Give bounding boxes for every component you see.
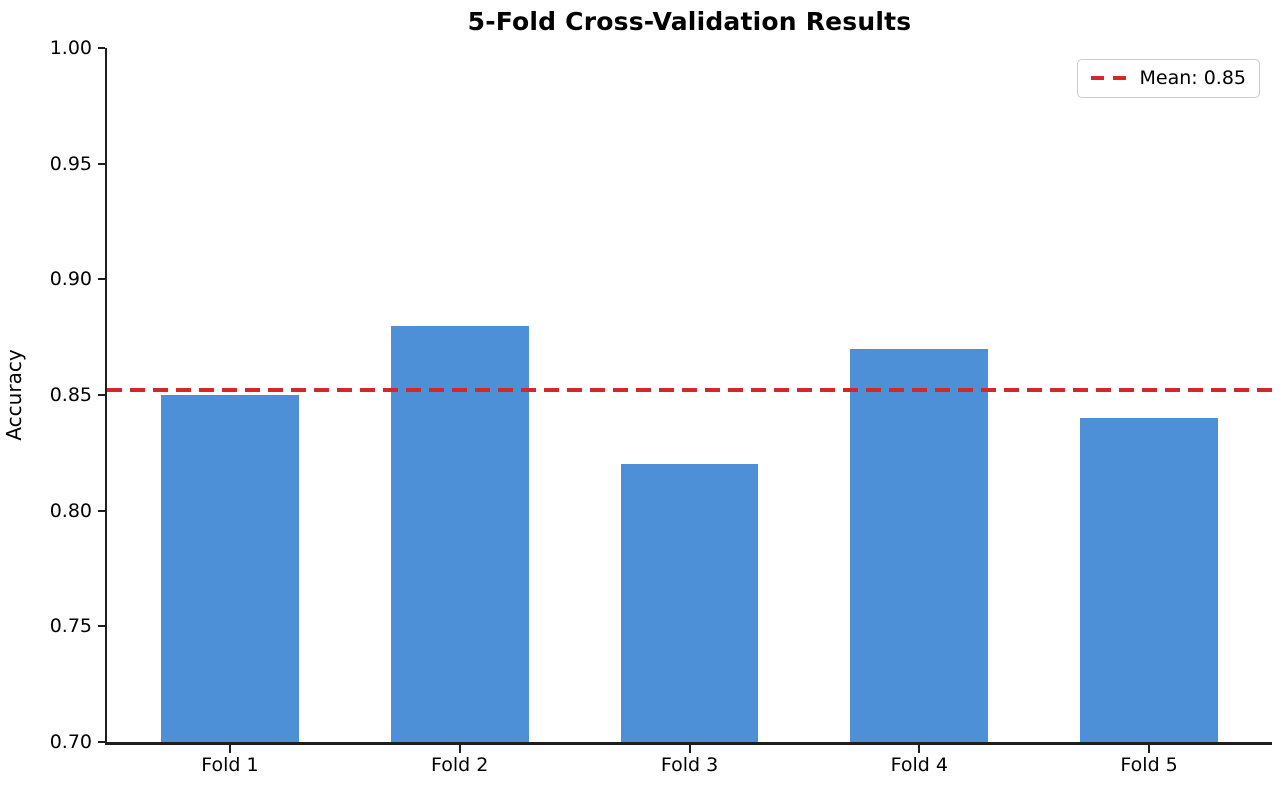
x-tick-mark	[228, 745, 231, 753]
chart-title: 5-Fold Cross-Validation Results	[467, 7, 912, 36]
y-tick-label: 0.90	[49, 268, 92, 291]
y-tick-mark	[98, 47, 105, 49]
mean-line	[107, 388, 1272, 393]
x-tick-mark	[688, 745, 691, 753]
y-tick-label: 0.95	[49, 152, 92, 175]
y-tick-mark	[98, 625, 105, 628]
y-tick-mark	[98, 741, 105, 743]
x-tick-label: Fold 4	[890, 754, 948, 776]
y-tick-label: 0.80	[49, 499, 92, 522]
x-tick-mark	[918, 745, 921, 753]
x-tick-label: Fold 1	[201, 754, 259, 776]
legend: Mean: 0.85	[1077, 59, 1260, 98]
bar-fold-3	[620, 464, 759, 742]
bar-fold-5	[1080, 418, 1218, 742]
y-tick-mark	[98, 278, 105, 281]
x-tick-mark	[458, 745, 461, 753]
x-tick-label: Fold 2	[431, 754, 489, 776]
y-tick-mark	[98, 394, 105, 396]
x-tick-mark	[1148, 745, 1151, 753]
y-tick-label: 0.70	[49, 731, 92, 753]
x-axis-spine	[105, 742, 1272, 745]
y-tick-label: 0.75	[49, 615, 92, 638]
y-tick-label: 1.00	[49, 37, 92, 59]
x-tick-label: Fold 5	[1120, 754, 1178, 776]
x-tick-label: Fold 3	[660, 754, 719, 776]
bar-fold-2	[390, 325, 529, 742]
plot-area	[107, 48, 1272, 742]
y-tick-label: 0.85	[49, 384, 92, 406]
legend-dashed-line-icon	[1091, 76, 1128, 80]
bar-fold-1	[161, 395, 299, 742]
y-tick-mark	[98, 162, 105, 165]
y-tick-mark	[98, 509, 105, 512]
legend-label: Mean: 0.85	[1139, 67, 1246, 89]
y-axis-spine	[105, 48, 107, 744]
bar-fold-4	[850, 348, 989, 742]
